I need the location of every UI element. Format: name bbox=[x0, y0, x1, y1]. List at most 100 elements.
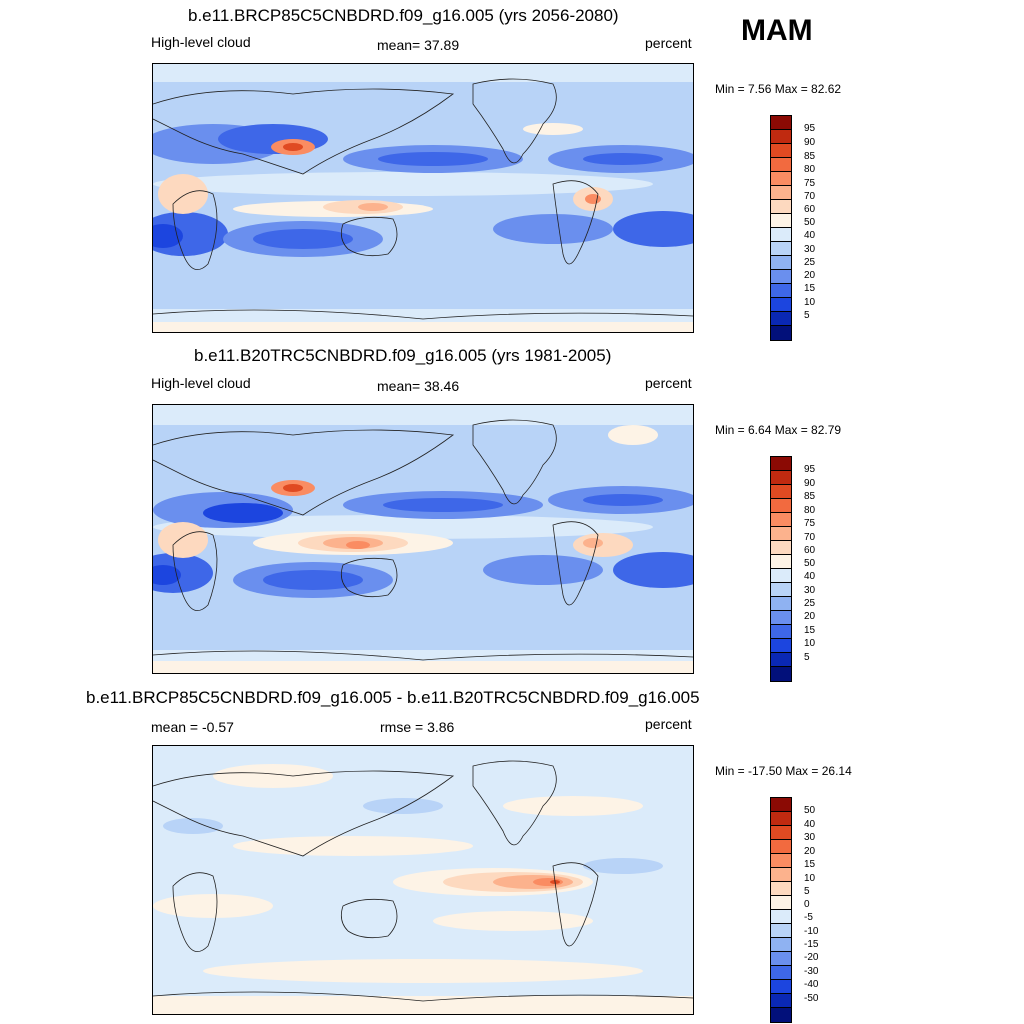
minmax-label: Min = 7.56 Max = 82.62 bbox=[715, 82, 842, 96]
colorbar-swatch bbox=[771, 457, 791, 471]
colorbar-label: 70 bbox=[804, 532, 816, 543]
colorbar-swatch bbox=[771, 569, 791, 583]
map-future bbox=[152, 63, 694, 333]
colorbar-label: 40 bbox=[804, 230, 816, 241]
colorbar-label: 15 bbox=[804, 859, 816, 870]
colorbar-label: 5 bbox=[804, 886, 810, 897]
colorbar-label: 85 bbox=[804, 151, 816, 162]
colorbar-swatch bbox=[771, 812, 791, 826]
rmse-label: rmse = 3.86 bbox=[380, 719, 455, 735]
colorbar-label: 85 bbox=[804, 491, 816, 502]
colorbar-swatch bbox=[771, 116, 791, 130]
mean-label: mean = -0.57 bbox=[151, 719, 234, 735]
colorbar-swatch bbox=[771, 298, 791, 312]
colorbar-label: 10 bbox=[804, 638, 816, 649]
colorbar-label: 15 bbox=[804, 283, 816, 294]
units-label: percent bbox=[645, 716, 692, 732]
colorbar-swatch bbox=[771, 214, 791, 228]
colorbar-label: 20 bbox=[804, 270, 816, 281]
colorbar-swatch bbox=[771, 541, 791, 555]
colorbar-swatch bbox=[771, 625, 791, 639]
colorbar-label: 60 bbox=[804, 545, 816, 556]
colorbar-label: -15 bbox=[804, 939, 819, 950]
mean-label: mean= 38.46 bbox=[377, 378, 460, 394]
colorbar-label: 0 bbox=[804, 899, 810, 910]
colorbar-label: 20 bbox=[804, 611, 816, 622]
colorbar-label: 10 bbox=[804, 297, 816, 308]
colorbar-swatch bbox=[771, 611, 791, 625]
colorbar-label: 50 bbox=[804, 558, 816, 569]
colorbar-label: -30 bbox=[804, 966, 819, 977]
colorbar-label: -20 bbox=[804, 952, 819, 963]
colorbar-label: 95 bbox=[804, 123, 816, 134]
colorbar-swatch bbox=[771, 938, 791, 952]
colorbar-label: 25 bbox=[804, 257, 816, 268]
colorbar-label: 75 bbox=[804, 518, 816, 529]
colorbar-label: -10 bbox=[804, 926, 819, 937]
colorbar-swatch bbox=[771, 882, 791, 896]
colorbar-swatch bbox=[771, 639, 791, 653]
colorbar-swatch bbox=[771, 527, 791, 541]
colorbar-swatch bbox=[771, 994, 791, 1008]
colorbar-swatch bbox=[771, 798, 791, 812]
colorbar-difference bbox=[770, 797, 792, 1023]
colorbar-swatch bbox=[771, 583, 791, 597]
colorbar-swatch bbox=[771, 868, 791, 882]
colorbar-swatch bbox=[771, 924, 791, 938]
colorbar-swatch bbox=[771, 1008, 791, 1022]
colorbar-swatch bbox=[771, 256, 791, 270]
colorbar-swatch bbox=[771, 270, 791, 284]
colorbar-label: 5 bbox=[804, 652, 810, 663]
colorbar-label: 80 bbox=[804, 505, 816, 516]
colorbar-swatch bbox=[771, 980, 791, 994]
colorbar-label: 95 bbox=[804, 464, 816, 475]
colorbar-swatch bbox=[771, 242, 791, 256]
units-label: percent bbox=[645, 35, 692, 51]
colorbar-swatch bbox=[771, 326, 791, 340]
colorbar-swatch bbox=[771, 130, 791, 144]
colorbar-swatch bbox=[771, 172, 791, 186]
colorbar-label: 30 bbox=[804, 244, 816, 255]
colorbar-label: 70 bbox=[804, 191, 816, 202]
colorbar-label: 5 bbox=[804, 310, 810, 321]
colorbar-swatch bbox=[771, 826, 791, 840]
colorbar-swatch bbox=[771, 485, 791, 499]
colorbar-label: 90 bbox=[804, 478, 816, 489]
colorbar-label: 50 bbox=[804, 805, 816, 816]
minmax-label: Min = -17.50 Max = 26.14 bbox=[715, 764, 852, 778]
colorbar-swatch bbox=[771, 144, 791, 158]
colorbar-swatch bbox=[771, 667, 791, 681]
colorbar-label: 90 bbox=[804, 137, 816, 148]
colorbar-swatch bbox=[771, 200, 791, 214]
colorbar-swatch bbox=[771, 158, 791, 172]
colorbar-future bbox=[770, 115, 792, 341]
colorbar-label: 80 bbox=[804, 164, 816, 175]
colorbar-swatch bbox=[771, 471, 791, 485]
colorbar-swatch bbox=[771, 499, 791, 513]
colorbar-label: -40 bbox=[804, 979, 819, 990]
colorbar-swatch bbox=[771, 966, 791, 980]
colorbar-label: 40 bbox=[804, 819, 816, 830]
colorbar-swatch bbox=[771, 513, 791, 527]
colorbar-label: 30 bbox=[804, 585, 816, 596]
colorbar-label: 50 bbox=[804, 217, 816, 228]
season-label: MAM bbox=[741, 14, 813, 47]
panel-title: b.e11.BRCP85C5CNBDRD.f09_g16.005 (yrs 20… bbox=[188, 6, 619, 25]
colorbar-swatch bbox=[771, 854, 791, 868]
colorbar-label: 75 bbox=[804, 178, 816, 189]
colorbar-swatch bbox=[771, 597, 791, 611]
colorbar-swatch bbox=[771, 284, 791, 298]
colorbar-label: 10 bbox=[804, 873, 816, 884]
colorbar-label: 30 bbox=[804, 832, 816, 843]
map-difference bbox=[152, 745, 694, 1015]
colorbar-swatch bbox=[771, 228, 791, 242]
variable-label: High-level cloud bbox=[151, 34, 251, 50]
colorbar-swatch bbox=[771, 186, 791, 200]
units-label: percent bbox=[645, 375, 692, 391]
map-historical bbox=[152, 404, 694, 674]
minmax-label: Min = 6.64 Max = 82.79 bbox=[715, 423, 842, 437]
colorbar-label: -50 bbox=[804, 993, 819, 1004]
colorbar-label: 20 bbox=[804, 846, 816, 857]
colorbar-label: 25 bbox=[804, 598, 816, 609]
colorbar-swatch bbox=[771, 840, 791, 854]
